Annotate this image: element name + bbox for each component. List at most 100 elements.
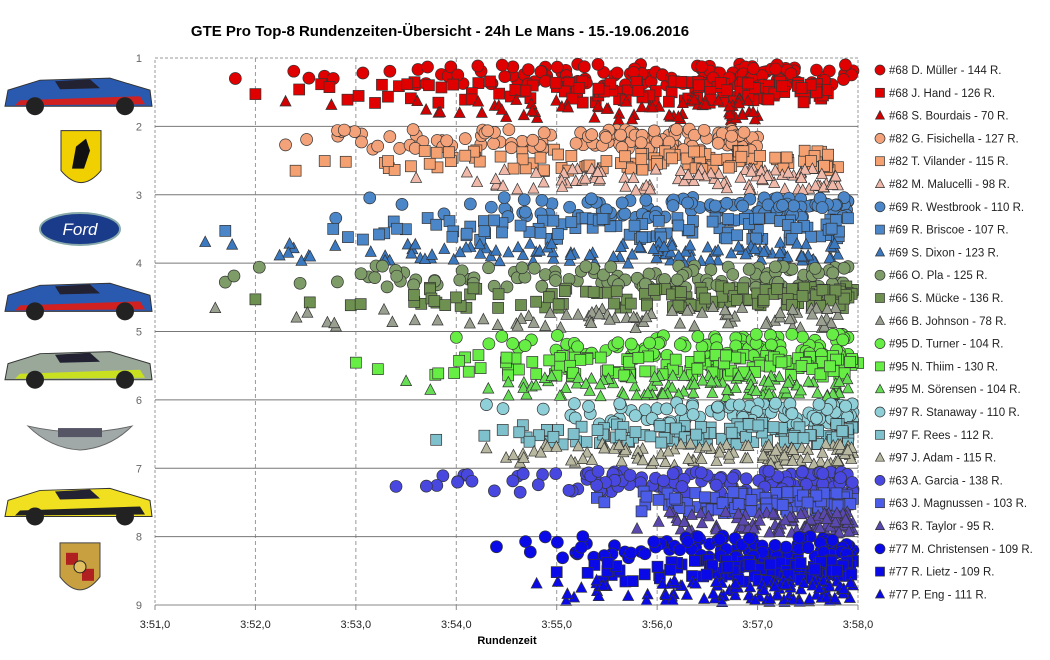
legend-label: #69 R. Westbrook - 110 R.: [889, 202, 1024, 214]
team-logo-68: [4, 77, 153, 116]
data-point: [753, 212, 765, 225]
data-point: [541, 440, 554, 452]
data-point: [576, 96, 589, 109]
y-tick-label: 9: [136, 600, 142, 612]
data-point: [585, 128, 599, 141]
x-axis-label: Rundenzeit: [477, 635, 537, 647]
data-point: [673, 338, 687, 351]
data-point: [769, 260, 782, 274]
data-point: [628, 219, 641, 232]
data-point: [699, 97, 712, 110]
data-point: [421, 60, 434, 74]
data-point: [695, 60, 709, 74]
data-point: [423, 157, 436, 170]
data-point: [610, 285, 623, 298]
data-point: [646, 100, 659, 113]
data-point: [537, 175, 550, 188]
data-point: [710, 454, 723, 466]
wheel-icon: [116, 302, 134, 321]
data-point: [478, 429, 491, 442]
data-point: [732, 369, 745, 381]
data-point: [514, 219, 527, 232]
data-point: [599, 131, 613, 144]
data-point: [745, 165, 758, 177]
data-point: [672, 219, 685, 232]
data-point: [627, 171, 640, 183]
data-point: [749, 327, 763, 341]
data-point: [342, 231, 354, 243]
legend-marker-circle-icon: [874, 201, 886, 213]
legend-marker-circle-icon: [874, 475, 886, 486]
data-point: [712, 167, 726, 179]
data-point: [680, 588, 694, 600]
data-point: [769, 396, 782, 410]
data-point: [768, 176, 781, 188]
data-point: [701, 240, 714, 253]
data-point: [539, 74, 552, 88]
data-point: [830, 487, 843, 500]
data-point: [515, 135, 529, 148]
data-point: [755, 172, 769, 185]
data-point: [611, 336, 625, 350]
data-point: [776, 80, 788, 93]
data-point: [636, 163, 649, 176]
data-point: [279, 138, 292, 152]
data-point: [662, 444, 675, 457]
data-point: [764, 592, 777, 604]
data-point: [534, 151, 547, 164]
windshield: [55, 352, 100, 363]
data-point: [762, 464, 776, 478]
data-point: [674, 522, 687, 535]
team-logo-82: [60, 130, 102, 184]
data-point: [529, 378, 543, 391]
data-point: [472, 349, 485, 361]
data-point: [696, 373, 709, 386]
data-point: [560, 308, 573, 320]
data-point: [252, 260, 266, 274]
team-logo-77: [59, 542, 101, 591]
data-point: [513, 426, 526, 439]
data-point: [666, 369, 679, 381]
data-point: [802, 375, 815, 387]
data-point: [768, 579, 781, 592]
data-point: [446, 230, 459, 243]
data-point: [591, 57, 605, 71]
data-point: [635, 100, 648, 113]
data-point: [710, 153, 723, 166]
data-point: [282, 246, 295, 258]
data-point: [363, 191, 377, 205]
data-point: [632, 352, 645, 364]
y-tick-label: 5: [136, 327, 142, 339]
data-point: [323, 81, 336, 93]
data-point: [795, 249, 808, 262]
race-car-stripe: [15, 96, 145, 106]
data-point: [795, 465, 809, 479]
data-point: [650, 251, 663, 263]
legend-label: #69 R. Briscoe - 107 R.: [889, 225, 1009, 237]
series-22: [550, 554, 859, 588]
data-point: [737, 282, 749, 295]
data-point: [832, 525, 846, 538]
data-point: [481, 124, 495, 138]
data-point: [463, 197, 477, 211]
series-13: [350, 349, 864, 383]
data-point: [706, 215, 719, 228]
data-point: [507, 448, 520, 461]
data-point: [364, 245, 377, 257]
data-point: [515, 261, 529, 275]
data-point: [747, 105, 760, 118]
x-tick-label: 3:57,0: [742, 619, 773, 631]
data-point: [797, 96, 810, 109]
data-point: [318, 155, 331, 167]
data-point: [564, 248, 577, 261]
data-point: [516, 153, 529, 166]
data-point: [723, 99, 736, 112]
data-point: [778, 381, 792, 394]
data-point: [648, 370, 661, 382]
prancing-horse-icon: [72, 138, 90, 169]
data-point: [653, 420, 666, 432]
data-point: [357, 233, 369, 246]
data-point: [628, 379, 641, 392]
data-point: [672, 110, 685, 122]
data-point: [841, 381, 855, 394]
